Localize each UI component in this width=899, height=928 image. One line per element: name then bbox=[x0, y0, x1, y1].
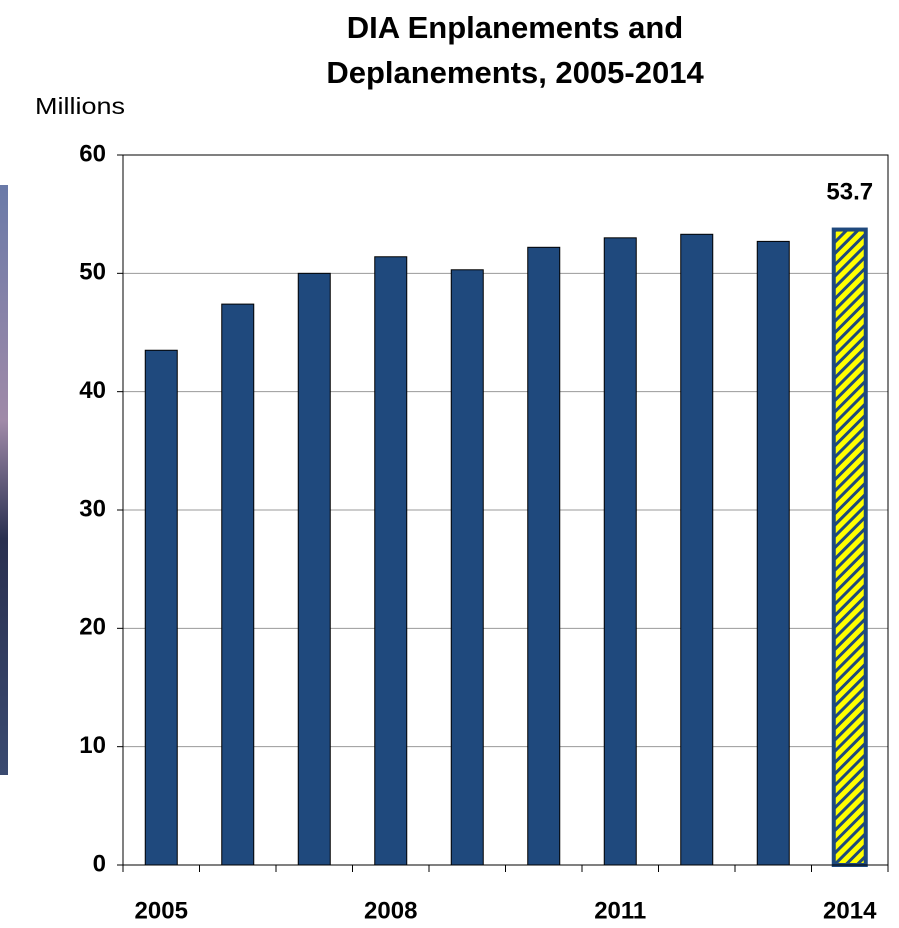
bar bbox=[756, 240, 790, 866]
y-tick-label: 40 bbox=[79, 377, 106, 404]
y-axis-label: Millions bbox=[35, 93, 125, 119]
bar bbox=[297, 272, 331, 866]
background-photo bbox=[0, 185, 8, 775]
chart-title: Deplanements, 2005-2014 bbox=[326, 55, 704, 90]
y-tick-label: 10 bbox=[79, 732, 106, 759]
x-tick-label: 2011 bbox=[594, 897, 646, 924]
x-tick-label: 2005 bbox=[135, 897, 188, 924]
y-tick-label: 60 bbox=[79, 140, 106, 167]
bar bbox=[144, 349, 178, 866]
plot-frame bbox=[122, 154, 889, 866]
chart-title: DIA Enplanements and bbox=[347, 10, 683, 45]
bar bbox=[221, 303, 255, 866]
y-tick-label: 20 bbox=[79, 614, 106, 641]
bar bbox=[603, 237, 637, 866]
y-tick-label: 30 bbox=[79, 495, 106, 522]
y-tick-label: 50 bbox=[79, 259, 106, 286]
x-tick-label: 2008 bbox=[364, 897, 417, 924]
data-label: 53.7 bbox=[826, 178, 873, 205]
bar bbox=[680, 233, 714, 866]
x-tick-label: 2014 bbox=[823, 897, 877, 924]
bar bbox=[374, 256, 408, 866]
y-tick-label: 0 bbox=[93, 850, 106, 877]
bar bbox=[450, 269, 484, 866]
bar bbox=[831, 227, 868, 868]
bar bbox=[527, 246, 561, 866]
